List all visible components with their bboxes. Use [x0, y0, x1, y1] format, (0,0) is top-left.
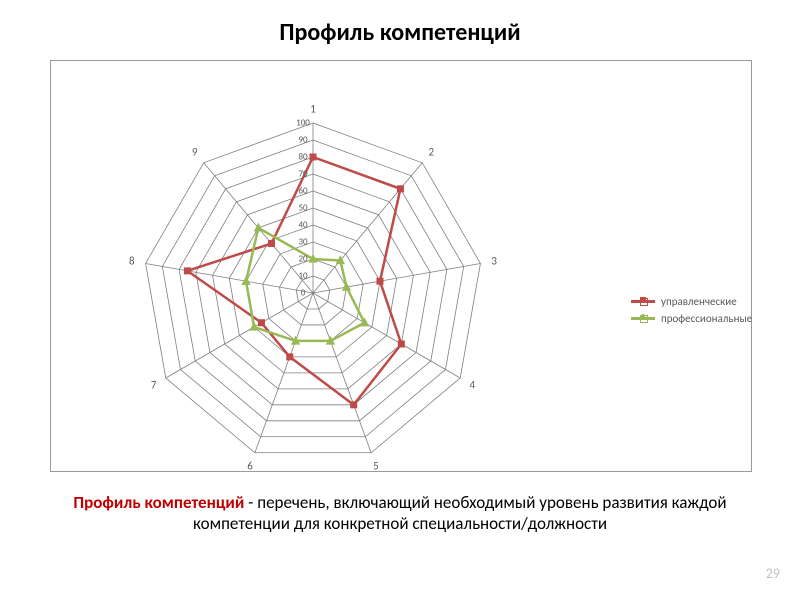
caption-highlight: Профиль компетенций — [73, 492, 244, 513]
axis-label: 5 — [373, 459, 379, 472]
ring-label: 60 — [298, 186, 307, 197]
ring-label: 100 — [296, 118, 310, 129]
axis-label: 2 — [428, 146, 434, 159]
square-icon — [640, 297, 646, 303]
axis-label: 1 — [310, 103, 316, 116]
legend-swatch — [631, 317, 655, 320]
ring-label: 30 — [298, 237, 307, 248]
ring-label: 0 — [301, 288, 306, 299]
radar-svg — [51, 61, 751, 471]
ring-label: 90 — [298, 135, 307, 146]
ring-label: 40 — [298, 220, 307, 231]
caption-rest: - перечень, включающий необходимый урове… — [193, 492, 727, 534]
axis-label: 6 — [247, 459, 253, 472]
legend-label: профессиональные — [661, 312, 752, 325]
legend-item: управленческие — [631, 295, 752, 308]
ring-label: 50 — [298, 203, 307, 214]
axis-label: 7 — [151, 379, 157, 392]
ring-label: 20 — [298, 254, 307, 265]
radar-chart: 1234567890102030405060708090100 управлен… — [50, 60, 752, 472]
axis-label: 4 — [470, 379, 476, 392]
ring-label: 10 — [298, 271, 307, 282]
axis-label: 9 — [192, 146, 198, 159]
page-number: 29 — [766, 565, 780, 582]
legend-item: профессиональные — [631, 312, 752, 325]
axis-label: 3 — [491, 255, 497, 268]
page-title: Профиль компетенций — [0, 18, 800, 47]
caption: Профиль компетенций - перечень, включающ… — [60, 492, 740, 535]
axis-label: 8 — [129, 255, 135, 268]
triangle-icon — [639, 313, 647, 320]
legend-swatch — [631, 300, 655, 303]
chart-legend: управленческие профессиональные — [631, 291, 752, 329]
ring-label: 70 — [298, 169, 307, 180]
ring-label: 80 — [298, 152, 307, 163]
legend-label: управленческие — [661, 295, 737, 308]
